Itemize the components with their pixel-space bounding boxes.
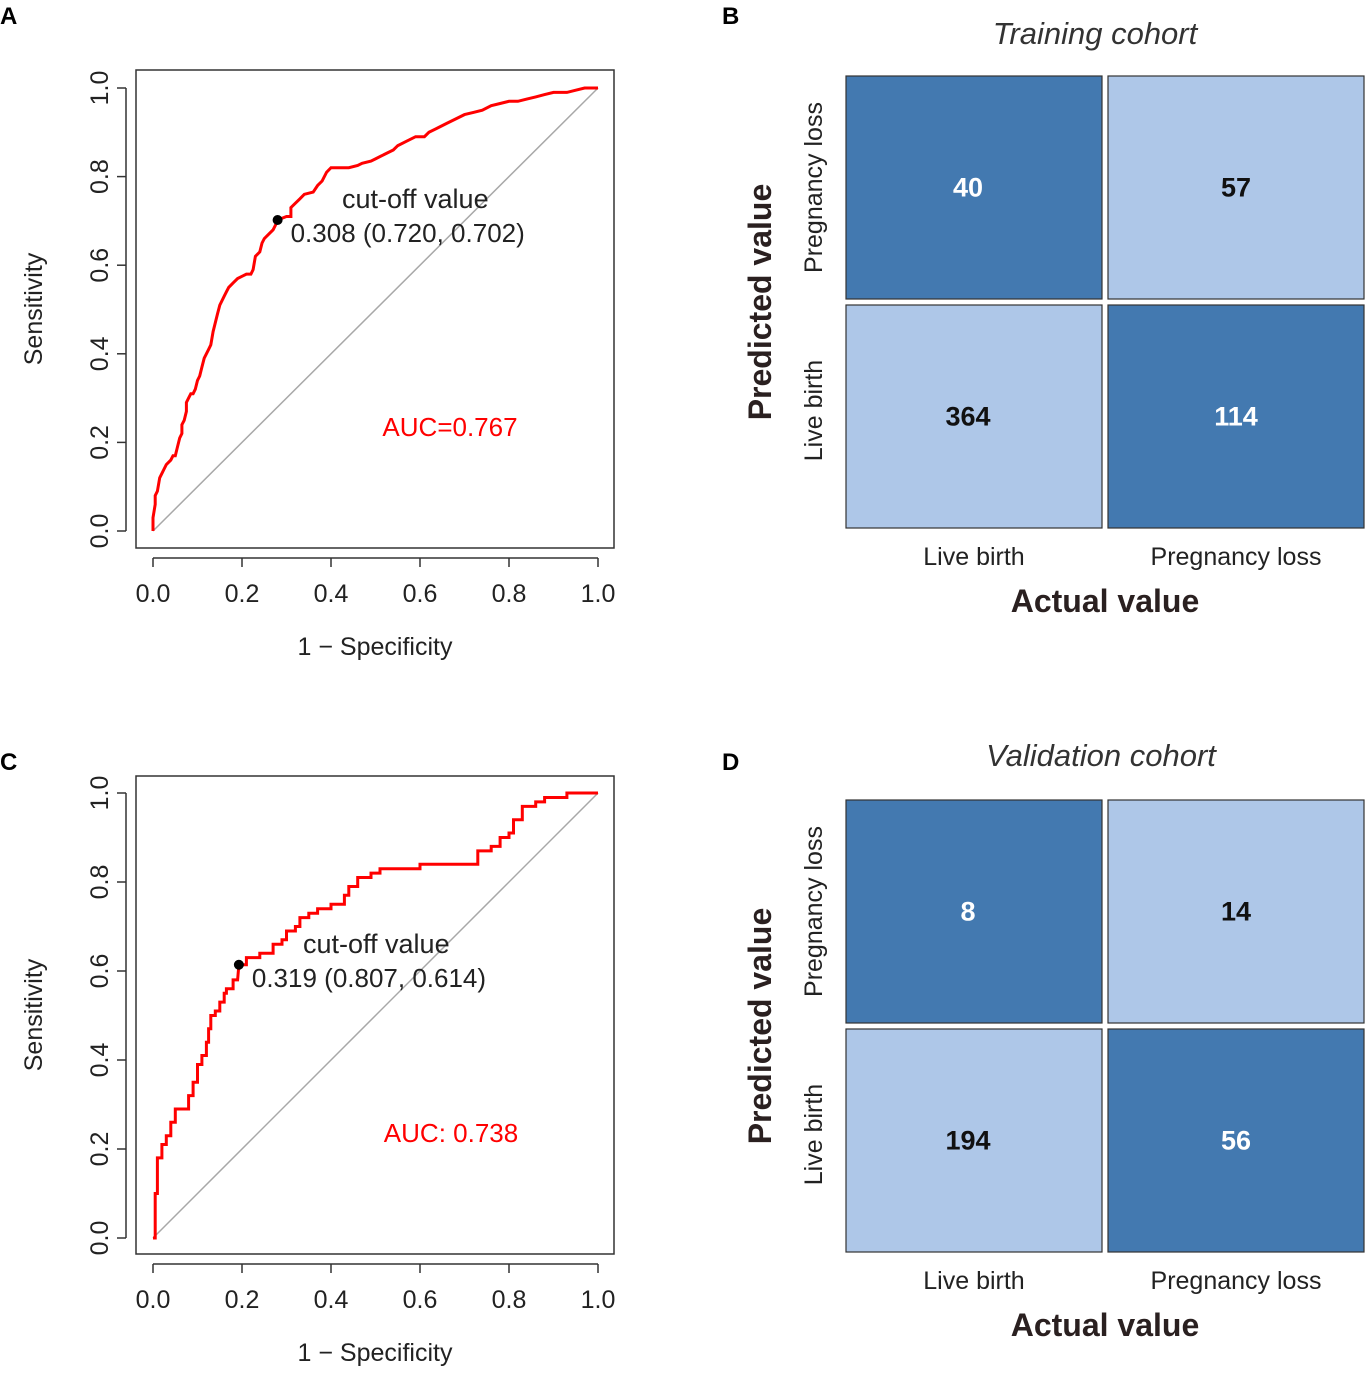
x-axis-title: 1 − Specificity xyxy=(298,1339,453,1367)
x-tick-label: 0.0 xyxy=(136,580,171,608)
y-tick-label: 0.0 xyxy=(86,514,114,549)
matrix-x-title: Actual value xyxy=(1011,1307,1200,1343)
cutoff-label: cut-off value xyxy=(303,929,450,959)
matrix-col-label: Live birth xyxy=(923,543,1024,571)
confusion-matrix-validation: Validation cohort 8 14 194 56 Live birth Pregn… xyxy=(742,738,1365,1343)
y-tick-label: 0.6 xyxy=(86,248,114,283)
cutoff-value: 0.319 (0.807, 0.614) xyxy=(252,963,486,993)
matrix-cell-value: 14 xyxy=(1221,897,1251,927)
matrix-y-title: Predicted value xyxy=(742,184,778,421)
auc-label: AUC=0.767 xyxy=(382,412,517,442)
plot-frame xyxy=(135,775,615,1255)
matrix-y-title: Predicted value xyxy=(742,908,778,1145)
cutoff-value: 0.308 (0.720, 0.702) xyxy=(291,218,525,248)
matrix-cell-value: 364 xyxy=(945,402,990,432)
y-tick-label: 1.0 xyxy=(86,776,114,811)
x-tick-label: 0.8 xyxy=(492,580,527,608)
roc-chart-training: 0.0 0.2 0.4 0.6 0.8 1.0 1 − Specificity 0.0 0.2 0… xyxy=(20,69,616,661)
auc-label: AUC: 0.738 xyxy=(384,1118,518,1148)
y-tick-label: 0.8 xyxy=(86,865,114,900)
matrix-cell-value: 8 xyxy=(960,897,975,927)
matrix-title: Training cohort xyxy=(993,16,1199,51)
y-tick-label: 1.0 xyxy=(86,71,114,106)
x-tick-label: 1.0 xyxy=(581,580,616,608)
cutoff-point xyxy=(272,215,283,226)
panel-letter-d: D xyxy=(722,749,739,776)
confusion-matrix-training: Training cohort 40 57 364 114 Live birth Pregn… xyxy=(742,16,1365,619)
matrix-row-label: Pregnancy loss xyxy=(800,826,828,997)
y-tick-label: 0.4 xyxy=(86,336,114,371)
matrix-col-label: Pregnancy loss xyxy=(1151,543,1322,571)
x-tick-label: 0.4 xyxy=(314,580,349,608)
x-tick-label: 1.0 xyxy=(581,1286,616,1314)
y-tick-label: 0.4 xyxy=(86,1043,114,1078)
x-tick-label: 0.2 xyxy=(225,580,260,608)
matrix-cell xyxy=(1107,799,1365,1024)
roc-curve xyxy=(153,791,598,1240)
matrix-cell xyxy=(845,1028,1103,1253)
reference-diagonal xyxy=(152,792,599,1239)
x-tick-label: 0.2 xyxy=(225,1286,260,1314)
panel-letter-a: A xyxy=(0,3,17,30)
roc-curve xyxy=(151,86,598,531)
matrix-cell-value: 194 xyxy=(945,1126,990,1156)
cutoff-point xyxy=(233,959,244,970)
x-tick-label: 0.0 xyxy=(136,1286,171,1314)
plot-frame xyxy=(135,69,615,549)
matrix-row-label: Live birth xyxy=(800,360,828,461)
reference-diagonal xyxy=(152,87,599,532)
y-tick-label: 0.2 xyxy=(86,1132,114,1167)
x-tick-label: 0.8 xyxy=(492,1286,527,1314)
matrix-cell xyxy=(1107,1028,1365,1253)
matrix-title: Validation cohort xyxy=(986,738,1217,773)
panel-letter-b: B xyxy=(722,3,739,30)
matrix-cell xyxy=(845,304,1103,529)
x-tick-label: 0.6 xyxy=(403,1286,438,1314)
x-tick-label: 0.6 xyxy=(403,580,438,608)
matrix-cell xyxy=(1107,304,1365,529)
x-tick-label: 0.4 xyxy=(314,1286,349,1314)
matrix-cell xyxy=(845,75,1103,300)
cutoff-label: cut-off value xyxy=(342,184,489,214)
roc-chart-validation: 0.0 0.2 0.4 0.6 0.8 1.0 1 − Specificity 0.0 0.2 0… xyxy=(20,775,616,1367)
matrix-cell xyxy=(1107,75,1365,300)
y-tick-label: 0.8 xyxy=(86,159,114,194)
matrix-row-label: Pregnancy loss xyxy=(800,102,828,273)
matrix-cell-value: 57 xyxy=(1221,173,1251,203)
y-axis-title: Sensitivity xyxy=(20,958,48,1071)
matrix-cell xyxy=(845,799,1103,1024)
matrix-cell-value: 114 xyxy=(1214,402,1258,432)
matrix-col-label: Live birth xyxy=(923,1267,1024,1295)
y-tick-label: 0.2 xyxy=(86,425,114,460)
matrix-x-title: Actual value xyxy=(1011,583,1200,619)
y-tick-label: 0.0 xyxy=(86,1221,114,1256)
x-axis-title: 1 − Specificity xyxy=(298,633,453,661)
y-tick-label: 0.6 xyxy=(86,954,114,989)
panel-letter-c: C xyxy=(0,749,17,776)
matrix-col-label: Pregnancy loss xyxy=(1151,1267,1322,1295)
y-axis-title: Sensitivity xyxy=(20,252,48,365)
matrix-cell-value: 56 xyxy=(1221,1126,1251,1156)
matrix-cell-value: 40 xyxy=(953,173,983,203)
matrix-row-label: Live birth xyxy=(800,1084,828,1185)
